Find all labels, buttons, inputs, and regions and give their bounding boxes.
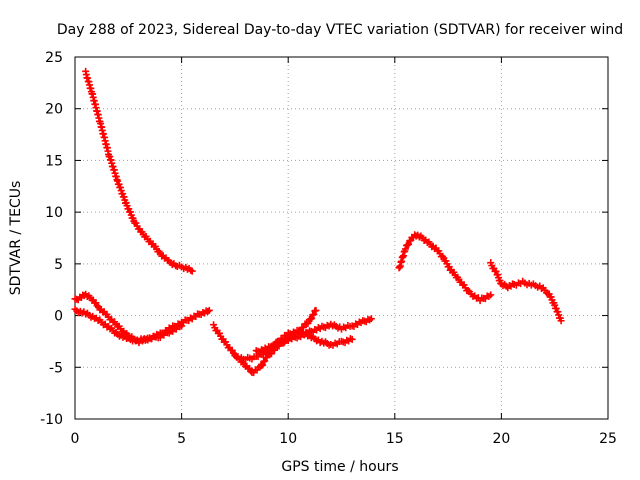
series-arc-8 xyxy=(487,259,565,325)
x-tick-label: 10 xyxy=(279,431,297,447)
x-tick-label: 25 xyxy=(599,431,617,447)
plot-frame xyxy=(74,56,609,420)
data-points xyxy=(71,67,565,377)
y-tick-label: 20 xyxy=(45,102,63,118)
data-point xyxy=(188,267,196,275)
y-tick-label: 5 xyxy=(54,257,63,273)
data-point xyxy=(367,315,375,323)
series-arc-6 xyxy=(252,315,375,356)
y-tick-label: -10 xyxy=(40,412,63,428)
data-point xyxy=(259,361,267,369)
data-point xyxy=(401,245,409,253)
data-point xyxy=(487,291,495,299)
x-axis-ticks: 0 5 10 15 20 25 xyxy=(71,57,617,447)
chart-title: Day 288 of 2023, Sidereal Day-to-day VTE… xyxy=(57,22,623,38)
grid-lines xyxy=(75,57,608,419)
series-arc-1 xyxy=(82,67,196,275)
data-point xyxy=(308,314,316,322)
y-tick-label: 25 xyxy=(45,50,63,66)
data-point xyxy=(348,335,356,343)
data-point xyxy=(205,306,213,314)
y-axis-label: SDTVAR / TECUs xyxy=(8,181,24,296)
data-point xyxy=(405,240,413,248)
x-tick-label: 0 xyxy=(71,431,80,447)
series-arc-7 xyxy=(395,231,495,305)
y-tick-label: 10 xyxy=(45,205,63,221)
series-arc-5 xyxy=(231,326,356,364)
y-tick-label: 0 xyxy=(54,309,63,325)
data-point xyxy=(312,306,320,314)
x-axis-label: GPS time / hours xyxy=(281,459,398,475)
x-tick-label: 15 xyxy=(386,431,404,447)
data-point xyxy=(304,319,312,327)
series-arc-3 xyxy=(71,305,186,345)
x-tick-label: 20 xyxy=(492,431,510,447)
series-arc-4 xyxy=(210,306,320,377)
y-tick-label: 15 xyxy=(45,153,63,169)
data-point xyxy=(557,317,565,325)
data-point xyxy=(178,322,186,330)
x-tick-label: 5 xyxy=(177,431,186,447)
data-point xyxy=(310,310,318,318)
y-axis-ticks: -10 -5 0 5 10 15 20 25 xyxy=(40,50,608,428)
y-tick-label: -5 xyxy=(49,360,63,376)
